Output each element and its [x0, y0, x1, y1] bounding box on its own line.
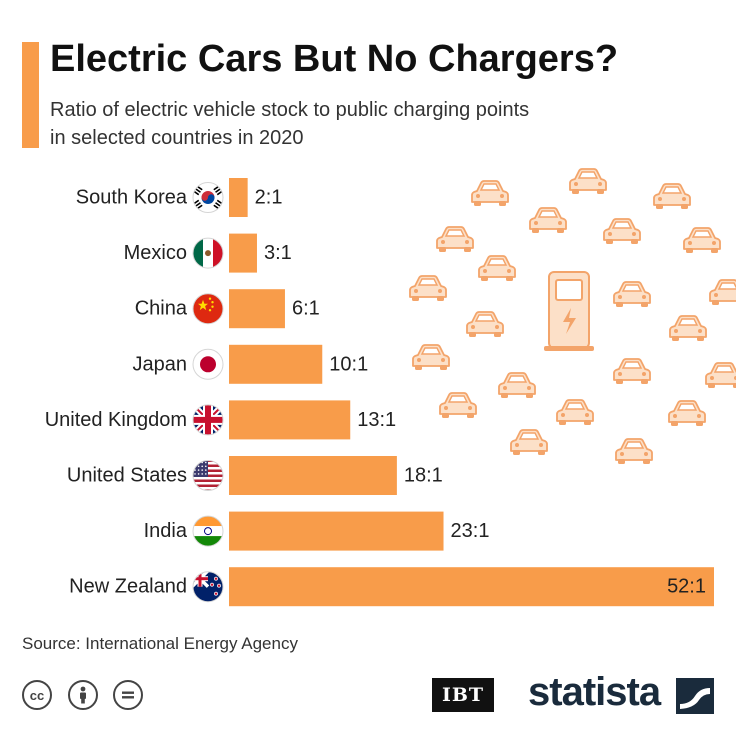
bar-row-united-states: United States 18:1 [67, 456, 443, 495]
subtitle-line-1: Ratio of electric vehicle stock to publi… [50, 99, 530, 121]
bar [229, 178, 248, 217]
india-flag [192, 515, 224, 547]
category-label: China [135, 298, 188, 320]
source-note: Source: International Energy Agency [22, 634, 298, 653]
value-label: 52:1 [667, 576, 706, 598]
south-korea-flag [192, 182, 224, 213]
ev-illustration [409, 168, 736, 464]
category-label: New Zealand [69, 576, 187, 598]
car-icon [653, 183, 691, 209]
category-label: United States [67, 465, 187, 487]
bar [229, 400, 351, 440]
accent-bar [22, 42, 39, 148]
value-label: 18:1 [404, 465, 443, 487]
value-label: 2:1 [255, 187, 283, 209]
chart-title: Electric Cars But No Chargers? [50, 38, 619, 80]
car-icon [613, 281, 651, 307]
chart-subtitle: Ratio of electric vehicle stock to publi… [50, 96, 690, 152]
car-icon [409, 275, 447, 301]
japan-flag [192, 348, 224, 380]
bar-row-mexico: Mexico 3:1 [124, 233, 292, 273]
bar [229, 456, 397, 495]
mexico-flag [192, 237, 224, 269]
uk-flag [192, 404, 224, 436]
car-icon [556, 399, 594, 425]
value-label: 23:1 [451, 520, 490, 542]
car-icon [683, 227, 721, 253]
attribution-icon[interactable] [68, 680, 98, 710]
bar-row-united-kingdom: United Kingdom 13:1 [45, 400, 396, 440]
bar-row-china: China 6:1 [135, 289, 320, 329]
car-icon [466, 311, 504, 337]
car-icon [529, 207, 567, 233]
no-derivatives-icon[interactable] [113, 680, 143, 710]
category-label: South Korea [76, 187, 188, 209]
value-label: 10:1 [329, 353, 368, 375]
bar-row-japan: Japan 10:1 [133, 344, 368, 384]
category-label: United Kingdom [45, 409, 187, 431]
car-icon [498, 372, 536, 398]
new-zealand-flag [192, 571, 224, 603]
car-icon [478, 255, 516, 281]
car-icon [603, 218, 641, 244]
bar [229, 567, 714, 607]
car-icon [436, 226, 474, 252]
bar [229, 233, 257, 273]
value-label: 3:1 [264, 242, 292, 264]
category-label: India [144, 520, 188, 542]
car-icon [439, 392, 477, 418]
car-icon [709, 279, 736, 305]
bar [229, 344, 323, 384]
category-label: Mexico [124, 242, 187, 264]
car-icon [510, 429, 548, 455]
car-icon [471, 180, 509, 206]
car-icon [668, 400, 706, 426]
car-icon [412, 344, 450, 370]
subtitle-line-2: in selected countries in 2020 [50, 127, 304, 149]
cc-license-icon[interactable]: cc [22, 680, 52, 710]
bar [229, 289, 285, 329]
car-icon [569, 168, 607, 194]
car-icon [669, 315, 707, 341]
bar [229, 511, 444, 551]
bar-row-india: India 23:1 [144, 511, 490, 551]
car-icon [613, 358, 651, 384]
value-label: 13:1 [357, 409, 396, 431]
ibt-logo[interactable]: IBT [432, 678, 494, 712]
value-label: 6:1 [292, 298, 320, 320]
charging-station-icon [544, 271, 594, 351]
category-label: Japan [133, 353, 188, 375]
statista-icon [676, 678, 714, 714]
bar-row-south-korea: South Korea 2:1 [76, 178, 283, 217]
china-flag [192, 293, 224, 325]
car-icon [615, 438, 653, 464]
us-flag [192, 460, 224, 491]
statista-logo[interactable]: statista [528, 670, 661, 714]
car-icon [705, 362, 736, 388]
bar-row-new-zealand: New Zealand 52:1 [69, 567, 714, 607]
